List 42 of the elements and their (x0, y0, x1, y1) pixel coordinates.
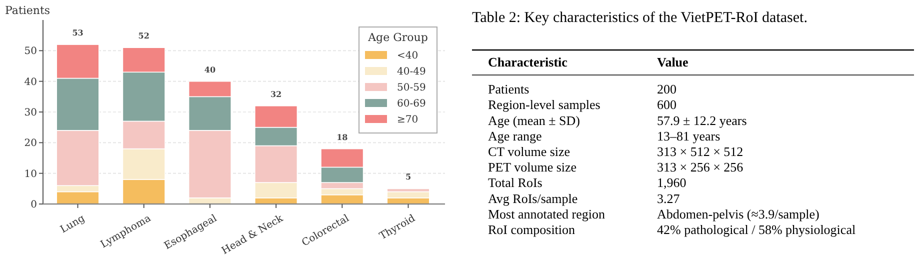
text: Avg RoIs/sample (488, 190, 578, 206)
y-tick-label: 10 (24, 168, 37, 180)
text: Abdomen-pelvis (≈3.9/sample) (657, 206, 820, 222)
legend-label: 60-69 (397, 98, 426, 110)
y-tick-label: 40 (24, 76, 37, 88)
text: 600 (657, 97, 676, 112)
total-label: 40 (204, 64, 216, 74)
text: Characteristic (488, 54, 568, 70)
text: 57.9 ± 12.2 years (657, 112, 747, 128)
text: Age (mean ± SD) (488, 112, 580, 128)
text: Most annotated region (488, 206, 606, 222)
y-tick-label: 0 (30, 200, 37, 210)
legend-label: 50-59 (397, 82, 426, 94)
legend-label: <40 (397, 50, 418, 62)
text: Total RoIs (488, 175, 542, 190)
y-tick-label: 20 (24, 138, 37, 150)
text: 313 × 256 × 256 (657, 160, 744, 175)
total-label: 5 (405, 172, 412, 182)
text: 1,960 (657, 175, 686, 190)
total-label: 52 (138, 30, 150, 41)
total-label: 53 (72, 28, 84, 38)
y-tick-label: 50 (24, 46, 37, 58)
text: RoI composition (488, 222, 576, 237)
text: Table 2: Key characteristics of the VietPET-RoI dataset. (472, 10, 808, 26)
legend-label: ≥70 (397, 114, 418, 126)
text: Value (657, 54, 689, 70)
legend-label: 40-49 (397, 66, 426, 78)
y-axis-title: Patients (5, 4, 50, 17)
text: Patients (488, 82, 530, 97)
text: 13–81 years (657, 128, 720, 144)
text: Age range (488, 128, 542, 144)
total-label: 32 (270, 88, 282, 99)
text: 3.27 (657, 190, 680, 206)
text: 42% pathological / 58% physiological (657, 222, 856, 237)
text: 200 (657, 82, 676, 97)
text: Region-level samples (488, 97, 600, 112)
text: PET volume size (488, 160, 577, 175)
y-tick-label: 30 (24, 108, 37, 118)
text: 313 × 512 × 512 (657, 144, 744, 159)
text: CT volume size (488, 144, 570, 159)
total-label: 18 (336, 132, 348, 142)
legend-title: Age Group (367, 31, 428, 44)
